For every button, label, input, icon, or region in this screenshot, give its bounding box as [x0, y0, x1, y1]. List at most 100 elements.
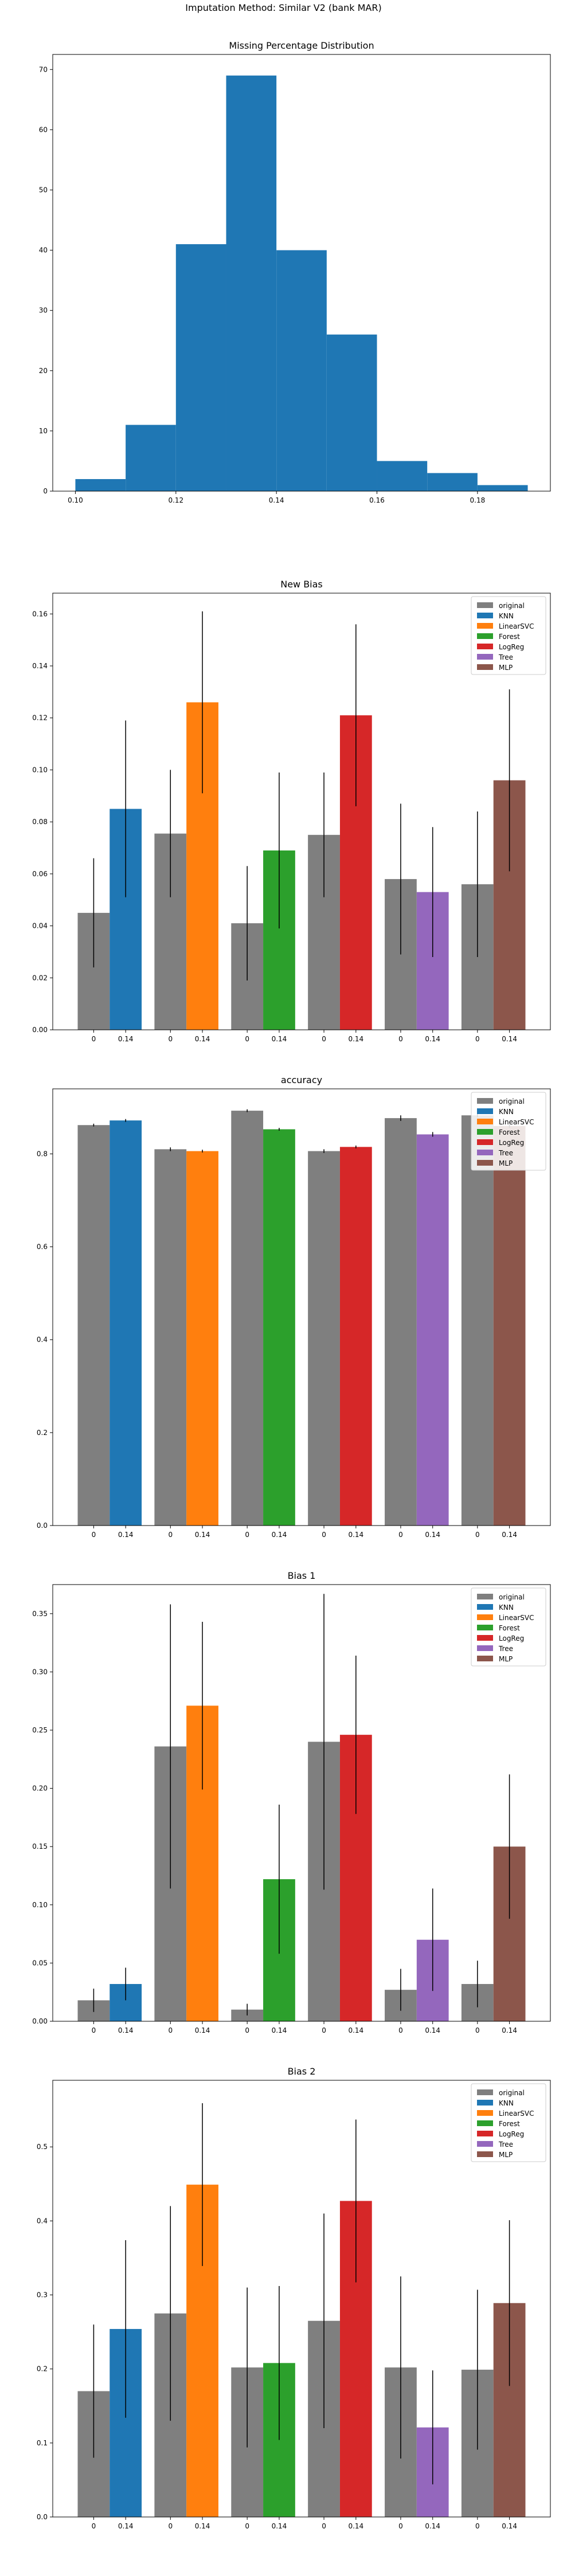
x-tick-label: 0.14 — [272, 2522, 287, 2530]
x-tick-label: 0.14 — [502, 1531, 517, 1539]
y-tick-label: 0.4 — [37, 1336, 48, 1344]
axes-frame — [52, 2080, 551, 2518]
y-tick-label: 0.0 — [37, 1522, 48, 1530]
x-tick-label: 0.14 — [425, 2026, 440, 2034]
y-tick-label: 0.30 — [32, 1668, 48, 1676]
x-tick-label: 0.14 — [195, 1531, 210, 1539]
legend-swatch-linearsvc — [477, 2110, 493, 2116]
y-tick-label: 30 — [39, 307, 48, 315]
y-tick-label: 0.2 — [37, 1429, 48, 1437]
x-tick-label: 0.14 — [118, 2522, 134, 2530]
histogram-bar — [477, 485, 528, 491]
x-tick-label: 0 — [398, 1035, 403, 1043]
y-tick-label: 0.25 — [32, 1726, 48, 1734]
legend-label: LinearSVC — [499, 1614, 534, 1622]
y-tick-label: 40 — [39, 246, 48, 254]
legend-swatch-original — [477, 1594, 493, 1599]
legend-label: Tree — [498, 2140, 513, 2148]
x-tick-label: 0.14 — [118, 1035, 134, 1043]
legend-swatch-original — [477, 2089, 493, 2095]
y-tick-label: 0 — [43, 487, 48, 495]
chart-title: accuracy — [281, 1075, 322, 1085]
y-tick-label: 10 — [39, 427, 48, 435]
y-tick-label: 0.10 — [32, 766, 48, 774]
x-tick-label: 0 — [245, 1531, 249, 1539]
legend-swatch-mlp — [477, 2151, 493, 2157]
bar-forest — [263, 1129, 295, 1526]
histogram-bar — [175, 244, 226, 491]
legend-swatch-linearsvc — [477, 623, 493, 629]
axes-frame — [52, 593, 551, 1030]
legend-swatch-mlp — [477, 1656, 493, 1661]
bar-knn — [110, 1120, 142, 1526]
legend-label: KNN — [499, 1603, 514, 1612]
bar-mlp — [493, 1126, 526, 1526]
legend-label: KNN — [499, 612, 514, 620]
y-tick-label: 0.14 — [32, 662, 48, 670]
x-tick-label: 0.14 — [269, 496, 284, 504]
legend-swatch-original — [477, 602, 493, 608]
bar-logreg — [339, 1147, 372, 1526]
x-tick-label: 0 — [475, 1531, 480, 1539]
x-tick-label: 0 — [475, 1035, 480, 1043]
x-tick-label: 0.10 — [68, 496, 83, 504]
legend-swatch-tree — [477, 1150, 493, 1155]
x-tick-label: 0.14 — [348, 2026, 363, 2034]
legend-label: original — [499, 602, 525, 610]
x-tick-label: 0.14 — [195, 2522, 210, 2530]
x-tick-label: 0 — [245, 2522, 249, 2530]
axes-frame — [52, 54, 551, 492]
x-tick-label: 0.14 — [195, 2026, 210, 2034]
y-tick-label: 50 — [39, 186, 48, 194]
chart-title: Missing Percentage Distribution — [229, 40, 374, 51]
y-tick-label: 20 — [39, 367, 48, 375]
x-tick-label: 0 — [322, 2026, 326, 2034]
x-tick-label: 0.14 — [425, 1531, 440, 1539]
histogram-bar — [326, 334, 377, 491]
x-tick-label: 0.16 — [369, 496, 385, 504]
bar-chart-bias-2: Bias 2 0 0.14 0 0.14 0 0.14 0 0.14 0 0.14 0 0.14 0.0 0… — [37, 2066, 551, 2530]
legend-label: LinearSVC — [499, 1118, 534, 1126]
legend-label: MLP — [499, 1159, 513, 1167]
legend-swatch-logreg — [477, 1139, 493, 1145]
legend-swatch-knn — [477, 1108, 493, 1114]
x-tick-label: 0 — [92, 2026, 96, 2034]
chart-title: New Bias — [280, 579, 323, 590]
legend-swatch-linearsvc — [477, 1614, 493, 1620]
x-tick-label: 0.14 — [118, 2026, 134, 2034]
bar-chart-accuracy: accuracy 0 0.14 0 0.14 0 0.14 0 0.14 0 0.14 0 0.14 0.… — [37, 1075, 551, 1539]
legend-label: Tree — [498, 653, 513, 661]
bar-original — [77, 1125, 110, 1526]
y-tick-label: 0.3 — [37, 2291, 48, 2299]
legend-swatch-linearsvc — [477, 1119, 493, 1124]
histogram-bar — [226, 75, 277, 492]
legend-label: LogReg — [499, 2130, 524, 2138]
y-tick-label: 0.00 — [32, 1026, 48, 1034]
legend-label: MLP — [499, 2151, 513, 2159]
legend-swatch-tree — [477, 654, 493, 660]
legend-label: LinearSVC — [499, 622, 534, 630]
y-tick-label: 0.35 — [32, 1610, 48, 1618]
x-tick-label: 0.14 — [502, 2026, 517, 2034]
x-tick-label: 0.14 — [272, 1035, 287, 1043]
x-tick-label: 0 — [398, 1531, 403, 1539]
x-tick-label: 0 — [168, 1531, 173, 1539]
legend-swatch-knn — [477, 613, 493, 618]
bar-chart-new-bias: New Bias 0 0.14 0 0.14 0 0.14 0 0.14 0 0.14 0 0.14 0.… — [32, 579, 551, 1043]
y-tick-label: 0.8 — [37, 1150, 48, 1158]
y-tick-label: 0.06 — [32, 870, 48, 878]
y-tick-label: 0.02 — [32, 974, 48, 982]
histogram-bar — [377, 461, 428, 491]
x-tick-label: 0.12 — [168, 496, 183, 504]
legend-label: LogReg — [499, 643, 524, 651]
chart-title: Bias 1 — [288, 1570, 316, 1581]
legend-label: Forest — [499, 633, 520, 641]
legend-label: original — [499, 1097, 525, 1105]
legend-swatch-original — [477, 1098, 493, 1104]
bar-original — [231, 1111, 264, 1526]
legend-label: Tree — [498, 1645, 513, 1653]
legend-label: LinearSVC — [499, 2110, 534, 2118]
x-tick-label: 0 — [398, 2522, 403, 2530]
legend-label: KNN — [499, 1108, 514, 1116]
x-tick-label: 0 — [168, 2522, 173, 2530]
